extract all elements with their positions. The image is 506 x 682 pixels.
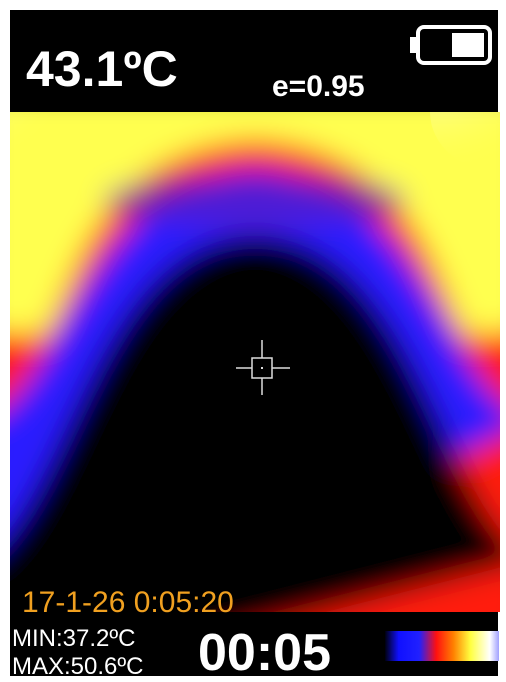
- min-temperature: MIN:37.2ºC: [12, 625, 135, 652]
- timer: 00:05: [198, 624, 331, 682]
- page: {"header": {"temperature": "43.1ºC", "em…: [0, 0, 506, 682]
- timestamp: 17-1-26 0:05:20: [22, 586, 234, 619]
- color-scale: [385, 631, 499, 661]
- center-temperature: 43.1ºC: [26, 41, 178, 97]
- thermal-screen: 43.1ºC e=0.95 17-1-26 0:05:20 MIN:37.2ºC…: [0, 0, 506, 682]
- emissivity: e=0.95: [272, 70, 365, 103]
- max-temperature: MAX:50.6ºC: [12, 653, 143, 680]
